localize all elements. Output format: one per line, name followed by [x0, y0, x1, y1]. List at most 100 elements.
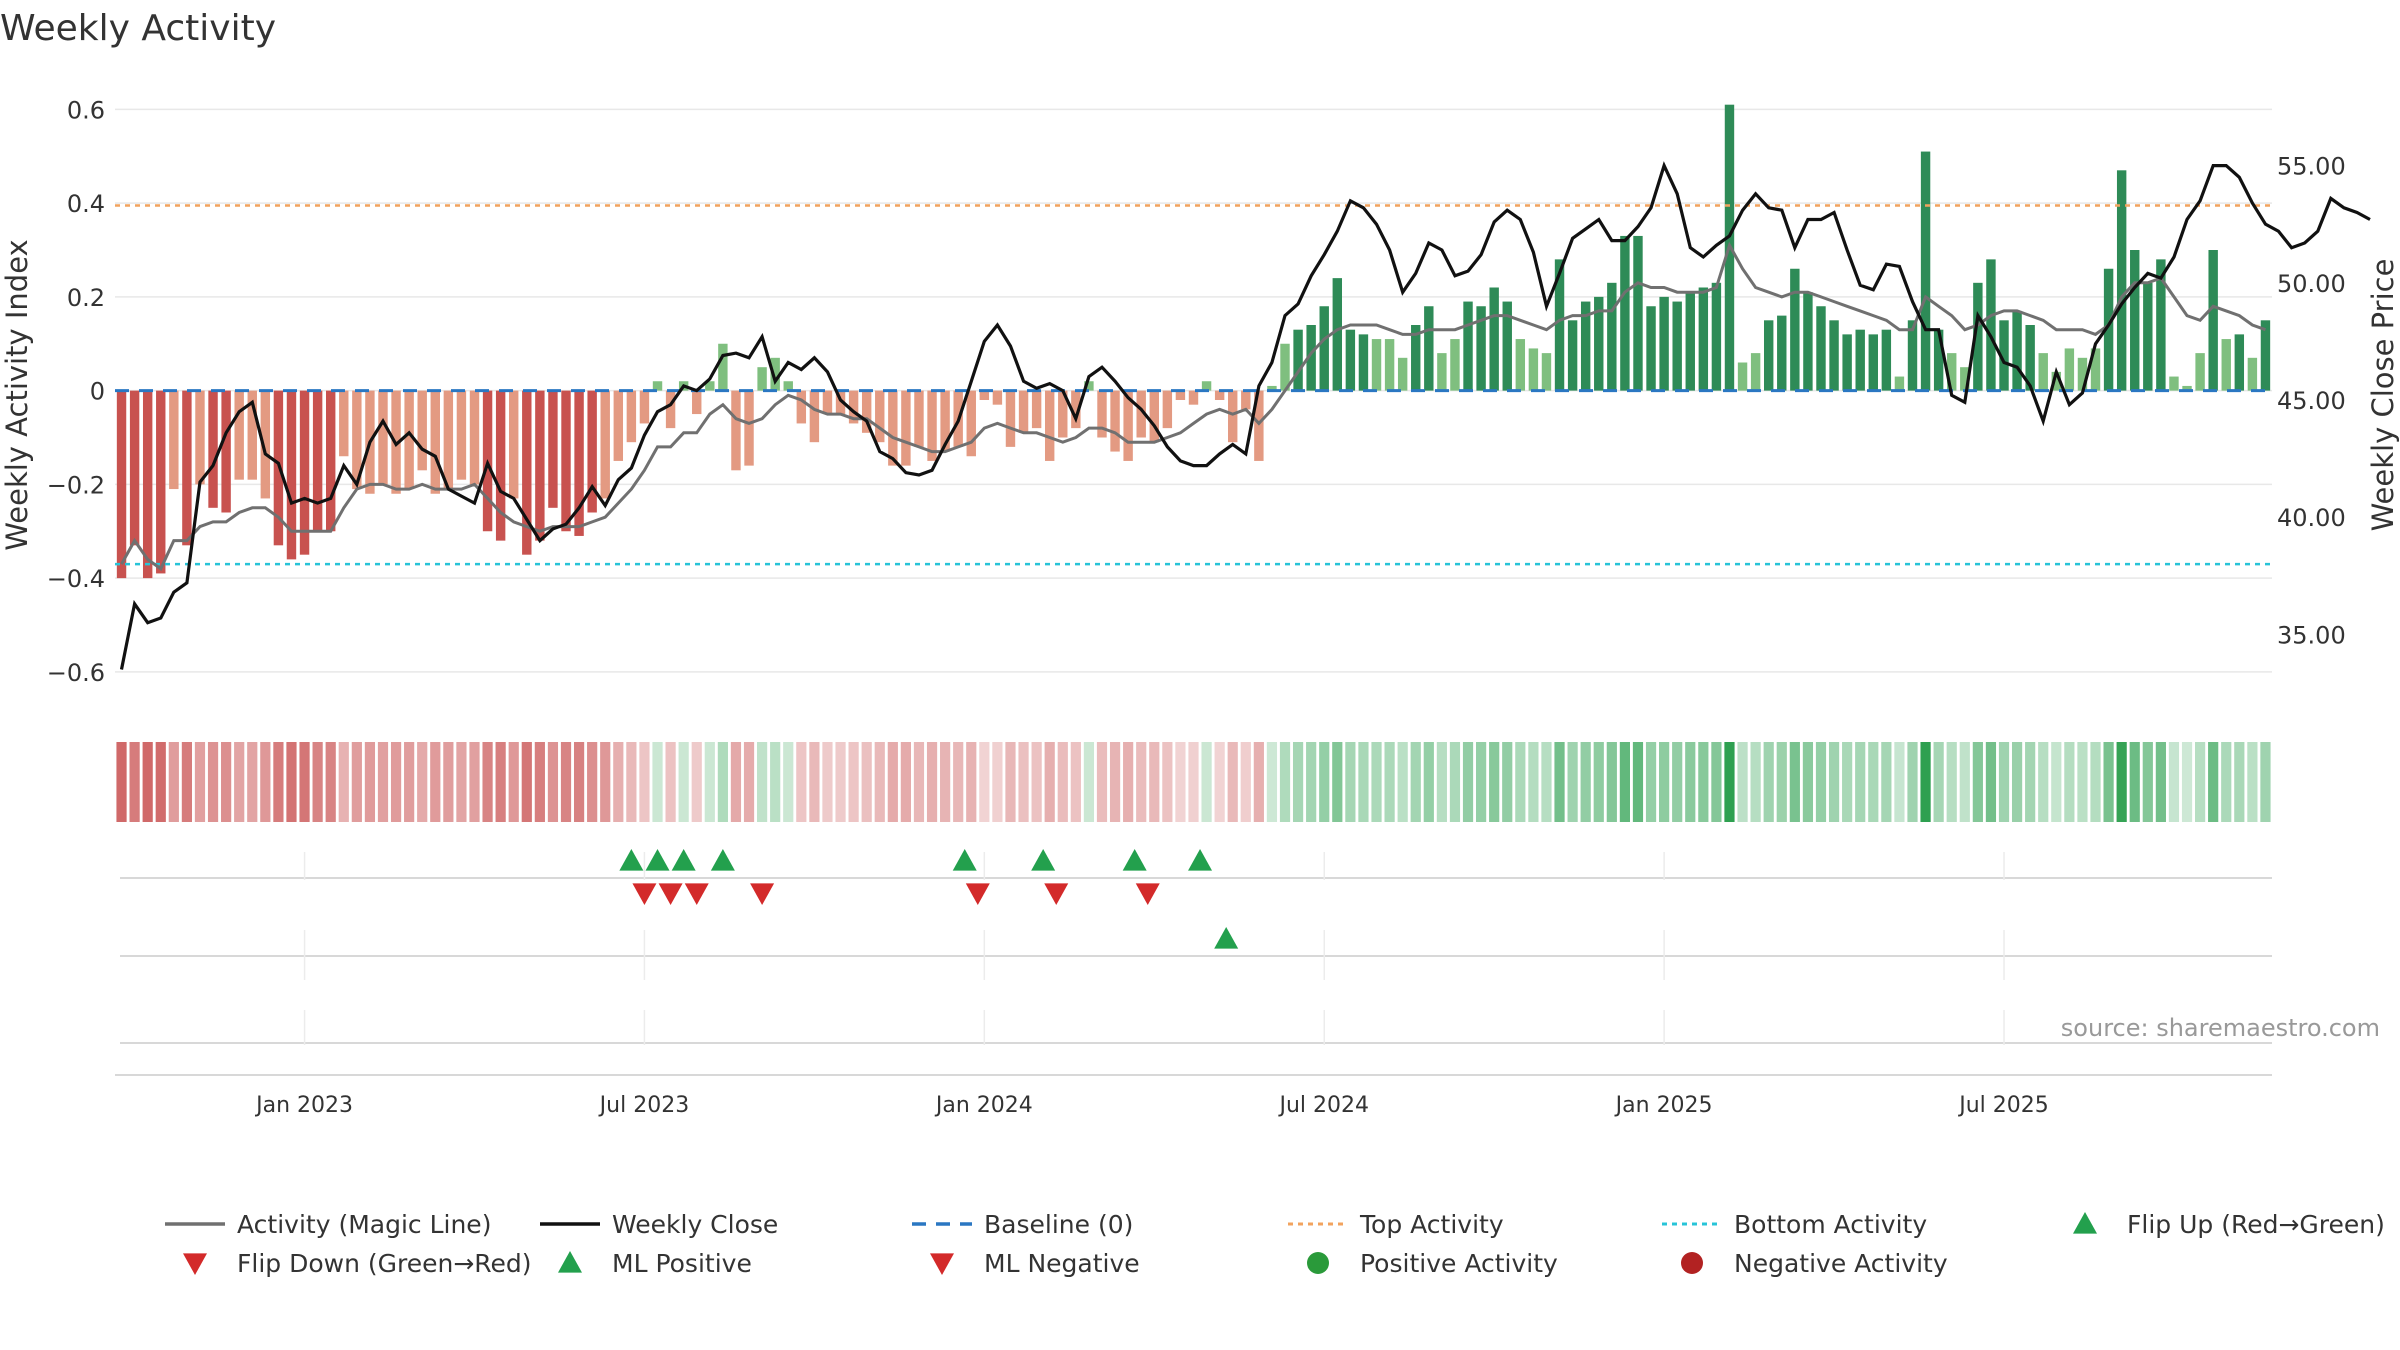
heat-strip-cell — [665, 742, 676, 822]
heat-strip-cell — [704, 742, 715, 822]
heat-strip-cell — [1659, 742, 1670, 822]
activity-bar — [1698, 287, 1709, 391]
y-right-tick-label: 45.00 — [2277, 387, 2346, 415]
activity-bar — [626, 390, 637, 443]
activity-bar — [1750, 353, 1761, 391]
activity-bar — [2116, 170, 2127, 391]
heat-strip-cell — [1672, 742, 1683, 822]
activity-bar — [966, 390, 976, 457]
heat-strip-cell — [404, 742, 415, 822]
activity-bar — [1803, 292, 1813, 391]
heat-strip-cell — [900, 742, 911, 822]
activity-bar — [1933, 329, 1944, 391]
heat-strip-cell — [1449, 742, 1461, 822]
heat-strip-cell — [2116, 742, 2127, 822]
activity-bar — [848, 390, 859, 424]
activity-bar — [979, 390, 990, 400]
heat-strip-cell — [887, 742, 898, 822]
legend-icon-triangle-down — [930, 1253, 954, 1275]
activity-bar — [1110, 390, 1120, 452]
heat-strip-cell — [835, 742, 846, 822]
activity-bar — [195, 390, 205, 485]
x-tick-label: Jan 2024 — [934, 1093, 1033, 1118]
activity-bar — [652, 381, 663, 391]
activity-bar — [339, 390, 349, 457]
activity-bar — [2064, 348, 2075, 391]
heat-strip-cell — [1358, 742, 1369, 822]
legend-icon-circle-green — [1307, 1252, 1329, 1274]
weekly-close-series — [119, 161, 2371, 670]
activity-bar — [822, 390, 833, 415]
activity-bar — [1254, 390, 1264, 461]
activity-bar — [639, 390, 650, 424]
activity-bar — [1947, 353, 1957, 391]
activity-bar — [1528, 348, 1539, 391]
activity-bar — [1554, 259, 1565, 391]
heat-strip-cell — [1920, 742, 1931, 822]
heat-strip-cell — [1698, 742, 1709, 822]
activity-bar — [2103, 268, 2114, 391]
flip-down-marker — [1044, 883, 1069, 905]
heat-strip-cell — [430, 742, 441, 822]
heat-strip-cell — [129, 742, 140, 822]
y-right-tick-label: 35.00 — [2277, 621, 2346, 649]
heat-strip-cell — [2260, 742, 2271, 822]
activity-bar — [875, 390, 885, 443]
heat-strip-cell — [1528, 742, 1539, 822]
activity-bar — [705, 381, 715, 391]
heat-strip-cell — [1972, 742, 1983, 822]
heat-strip-cell — [822, 742, 833, 822]
heat-strip-cell — [1828, 742, 1840, 822]
heat-strip-cell — [2038, 742, 2049, 822]
heat-strip-cell — [691, 742, 702, 822]
activity-bar — [1424, 306, 1434, 391]
heat-strip-cell — [234, 742, 245, 822]
heat-strip-cell — [979, 742, 990, 822]
heat-strip-cell — [1632, 742, 1644, 822]
activity-bar — [1384, 339, 1395, 391]
activity-bar — [587, 390, 597, 513]
activity-bar — [561, 390, 571, 532]
heat-strip-cell — [534, 742, 545, 822]
activity-bar — [2051, 371, 2062, 391]
heat-strip-cell — [181, 742, 192, 822]
heat-strip-cell — [848, 742, 859, 822]
activity-bar — [574, 390, 584, 536]
activity-bar — [1463, 301, 1473, 391]
heat-strip-cell — [2090, 742, 2101, 822]
activity-bar — [901, 390, 911, 466]
heat-strip-cell — [286, 742, 297, 822]
heat-strip-cell — [299, 742, 310, 822]
activity-bar — [352, 390, 362, 490]
heat-strip-cell — [2077, 742, 2088, 822]
heat-strip-cell — [1123, 742, 1134, 822]
activity-bar — [1907, 320, 1918, 391]
heat-strip-cell — [443, 742, 454, 822]
heat-strip-cell — [926, 742, 938, 822]
heat-strip-cell — [221, 742, 232, 822]
heat-strip-cell — [1763, 742, 1774, 822]
activity-bar — [1502, 301, 1512, 391]
activity-bar — [1358, 334, 1369, 391]
activity-bar — [888, 390, 898, 466]
flip-up-marker — [1122, 849, 1147, 871]
activity-bar — [613, 390, 624, 461]
flip-up-marker — [710, 849, 735, 871]
heat-strip-cell — [1306, 742, 1317, 822]
heat-strip-cell — [1894, 742, 1905, 822]
heat-strip-cell — [1881, 742, 1892, 822]
activity-bar — [443, 390, 454, 490]
activity-bar — [312, 390, 323, 532]
heat-strip-cell — [874, 742, 885, 822]
activity-bar — [1855, 329, 1865, 391]
heat-strip-cell — [2155, 742, 2166, 822]
activity-bar — [2208, 250, 2218, 391]
heat-strip-cell — [1332, 742, 1343, 822]
heat-strip-cell — [1005, 742, 1016, 822]
heat-strip-cell — [2103, 742, 2114, 822]
activity-bar — [1097, 390, 1107, 438]
activity-bar — [665, 390, 676, 429]
activity-bar — [1580, 301, 1591, 391]
heat-strip-cell — [1985, 742, 1997, 822]
activity-bar — [1920, 151, 1931, 391]
